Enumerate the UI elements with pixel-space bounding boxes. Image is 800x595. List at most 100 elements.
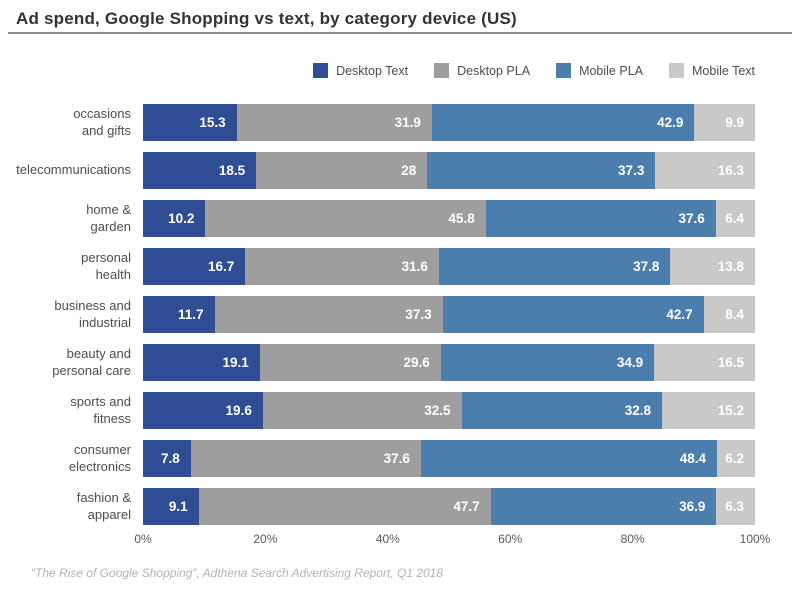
value-label: 9.1: [168, 499, 188, 514]
bar-track: 19.6 32.5 32.8 15.2: [143, 392, 755, 429]
x-tick-label: 60%: [498, 532, 523, 546]
value-label: 6.3: [725, 499, 744, 514]
legend-item-desktop-text: Desktop Text: [313, 63, 408, 78]
bar-segment-mobile-text: 13.8: [670, 248, 755, 285]
category-label: business and industrial: [54, 297, 131, 330]
bar-segment-desktop-pla: 29.6: [259, 344, 441, 381]
value-label: 37.6: [678, 211, 705, 226]
value-label: 37.6: [383, 451, 410, 466]
value-label: 37.8: [633, 259, 660, 274]
bar-track: 18.5 28 37.3 16.3: [143, 152, 755, 189]
value-label: 31.9: [394, 115, 421, 130]
bar-segment-mobile-pla: 42.9: [431, 104, 695, 141]
value-label: 8.4: [725, 307, 744, 322]
bar-track: 16.7 31.6 37.8 13.8: [143, 248, 755, 285]
bar-segment-desktop-text: 11.7: [143, 296, 215, 333]
bar-segment-desktop-text: 15.3: [143, 104, 237, 141]
bar-segment-mobile-pla: 37.3: [427, 152, 656, 189]
legend: Desktop Text Desktop PLA Mobile PLA Mobile …: [143, 63, 755, 78]
value-label: 9.9: [725, 115, 744, 130]
category-label: beauty and personal care: [52, 345, 131, 378]
value-label: 10.2: [168, 211, 195, 226]
value-label: 29.6: [403, 355, 430, 370]
value-label: 16.7: [208, 259, 235, 274]
bar-row-home-garden: home & garden 10.2 45.8 37.6 6.4: [12, 200, 755, 237]
bar-row-telecommunications: telecommunications 18.5 28 37.3 16.3: [12, 152, 755, 189]
x-axis: 0% 20% 40% 60% 80% 100%: [134, 532, 770, 548]
legend-label: Mobile PLA: [579, 63, 643, 78]
bar-segment-mobile-text: 6.4: [715, 200, 755, 237]
bar-segment-desktop-pla: 45.8: [205, 200, 486, 237]
bar-segment-mobile-text: 9.9: [694, 104, 755, 141]
bar-segment-desktop-pla: 47.7: [198, 488, 491, 525]
legend-label: Mobile Text: [692, 63, 755, 78]
bar-segment-desktop-pla: 28: [256, 152, 428, 189]
value-label: 16.3: [717, 163, 744, 178]
value-label: 48.4: [679, 451, 707, 466]
bar-segment-desktop-text: 10.2: [143, 200, 206, 237]
title-divider: [8, 32, 792, 34]
value-label: 16.5: [717, 355, 744, 370]
bar-segment-desktop-pla: 37.6: [190, 440, 421, 477]
category-label: consumer electronics: [68, 441, 131, 474]
bar-segment-desktop-text: 7.8: [143, 440, 191, 477]
category-label: telecommunications: [16, 162, 131, 178]
bar-segment-mobile-text: 16.3: [655, 152, 755, 189]
bar-segment-mobile-pla: 48.4: [420, 440, 718, 477]
value-label: 13.8: [717, 259, 744, 274]
legend-swatch-desktop-pla: [434, 63, 450, 78]
bar-track: 19.1 29.6 34.9 16.5: [143, 344, 755, 381]
legend-label: Desktop PLA: [457, 63, 531, 78]
value-label: 6.2: [725, 451, 744, 466]
value-label: 36.9: [679, 499, 706, 514]
value-label: 42.7: [666, 307, 693, 322]
legend-swatch-desktop-text: [313, 63, 329, 78]
bar-segment-mobile-text: 15.2: [662, 392, 755, 429]
value-label: 37.3: [405, 307, 432, 322]
x-tick-label: 0%: [134, 532, 152, 546]
bar-segment-mobile-text: 6.2: [717, 440, 755, 477]
bar-segment-desktop-text: 16.7: [143, 248, 246, 285]
bar-rows: occasions and gifts 15.3 31.9 42.9 9.9 teleco…: [12, 104, 755, 525]
value-label: 28: [401, 163, 417, 178]
x-tick-label: 40%: [375, 532, 400, 546]
bar-segment-desktop-text: 19.1: [143, 344, 260, 381]
value-label: 47.7: [453, 499, 480, 514]
value-label: 19.6: [225, 403, 252, 418]
legend-swatch-mobile-text: [669, 63, 684, 78]
bar-track: 10.2 45.8 37.6 6.4: [143, 200, 755, 237]
bar-segment-desktop-text: 9.1: [143, 488, 199, 525]
value-label: 34.9: [616, 355, 644, 370]
bar-track: 9.1 47.7 36.9 6.3: [143, 488, 755, 525]
legend-swatch-mobile-pla: [556, 63, 572, 78]
bar-row-business-and-industrial: business and industrial 11.7 37.3 42.7 8.4: [12, 296, 755, 333]
footer-citation: “The Rise of Google Shopping”, Adthena S…: [31, 566, 444, 580]
category-label: fashion & apparel: [76, 489, 131, 522]
category-label: home & garden: [86, 201, 131, 234]
bar-segment-mobile-text: 8.4: [703, 296, 755, 333]
bar-segment-mobile-pla: 42.7: [442, 296, 704, 333]
bar-segment-mobile-pla: 32.8: [461, 392, 663, 429]
x-tick-label: 80%: [620, 532, 645, 546]
bar-track: 11.7 37.3 42.7 8.4: [143, 296, 755, 333]
category-label: occasions and gifts: [73, 105, 131, 138]
bar-track: 15.3 31.9 42.9 9.9: [143, 104, 755, 141]
bar-row-consumer-electronics: consumer electronics 7.8 37.6 48.4 6.2: [12, 440, 755, 477]
value-label: 7.8: [160, 451, 180, 466]
bar-segment-mobile-pla: 37.6: [485, 200, 716, 237]
value-label: 15.2: [717, 403, 744, 418]
bar-segment-desktop-pla: 31.6: [245, 248, 439, 285]
value-label: 18.5: [218, 163, 246, 178]
legend-item-desktop-pla: Desktop PLA: [434, 63, 530, 78]
value-label: 45.8: [448, 211, 475, 226]
value-label: 32.8: [624, 403, 652, 418]
value-label: 32.5: [424, 403, 451, 418]
x-tick-label: 20%: [253, 532, 278, 546]
value-label: 31.6: [401, 259, 428, 274]
bar-segment-mobile-pla: 34.9: [440, 344, 655, 381]
bar-track: 7.8 37.6 48.4 6.2: [143, 440, 755, 477]
x-tick-label: 100%: [739, 532, 771, 546]
bar-row-sports-and-fitness: sports and fitness 19.6 32.5 32.8 15.2: [12, 392, 755, 429]
bar-segment-desktop-pla: 31.9: [236, 104, 432, 141]
value-label: 19.1: [222, 355, 249, 370]
